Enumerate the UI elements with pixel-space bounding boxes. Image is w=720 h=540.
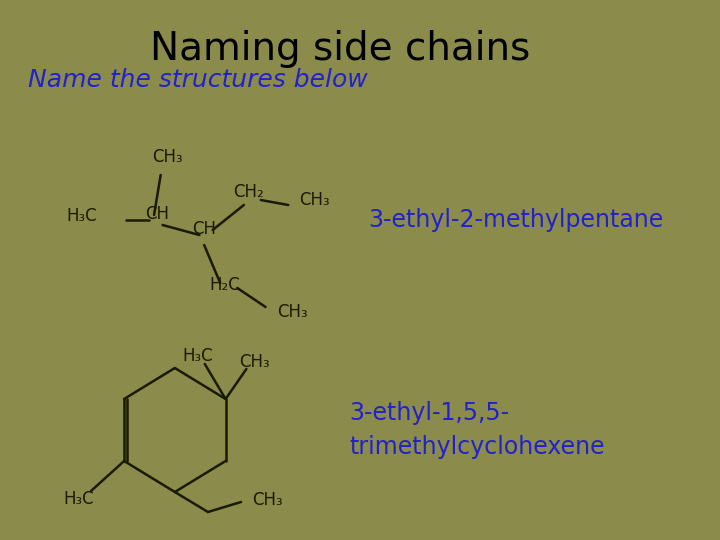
Text: CH₃: CH₃ (300, 191, 330, 209)
Text: CH₃: CH₃ (152, 148, 183, 166)
Text: Naming side chains: Naming side chains (150, 30, 531, 68)
Text: CH₃: CH₃ (238, 353, 269, 371)
Text: H₂C: H₂C (210, 276, 240, 294)
Text: CH: CH (192, 220, 216, 238)
Text: H₃C: H₃C (67, 207, 97, 225)
Text: 3-ethyl-1,5,5-
trimethylcyclohexene: 3-ethyl-1,5,5- trimethylcyclohexene (350, 401, 606, 459)
Text: CH₃: CH₃ (252, 491, 283, 509)
Text: Name the structures below: Name the structures below (28, 68, 368, 92)
Text: H₃C: H₃C (182, 347, 212, 365)
Text: 3-ethyl-2-methylpentane: 3-ethyl-2-methylpentane (369, 208, 664, 232)
Text: CH₃: CH₃ (277, 303, 307, 321)
Text: CH₂: CH₂ (233, 183, 264, 201)
Text: CH: CH (145, 205, 169, 223)
Text: H₃C: H₃C (63, 490, 94, 508)
